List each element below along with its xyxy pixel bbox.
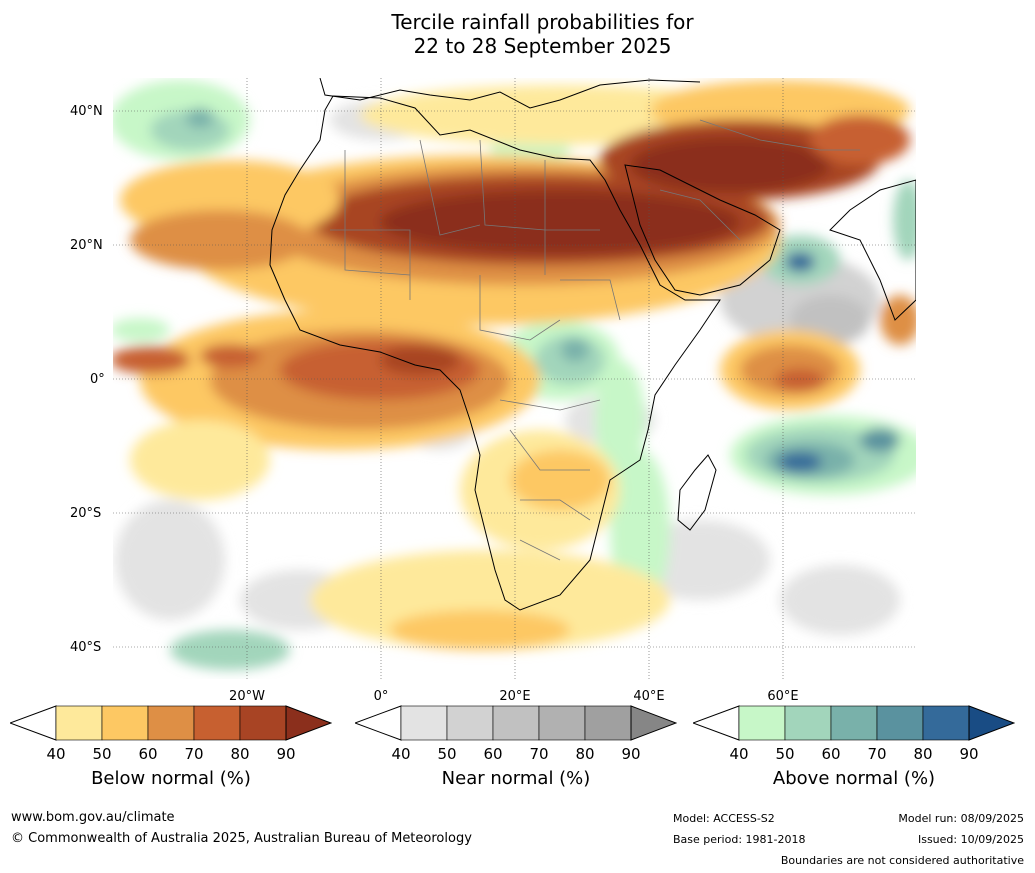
above-extend-low (693, 705, 740, 741)
above-bin-50-60 (784, 705, 832, 741)
near-tick-80: 80 (575, 745, 595, 763)
lon-label-20w: 20°W (229, 689, 265, 704)
model-name: Model: ACCESS-S2 (673, 812, 775, 825)
madagascar-coastline (677, 454, 717, 531)
near-tick-90: 90 (621, 745, 641, 763)
below-bin-60-70 (147, 705, 195, 741)
model-run-date: Model run: 08/09/2025 (898, 812, 1024, 825)
above-normal-label: Above normal (%) (772, 768, 936, 789)
above-tick-90: 90 (959, 745, 979, 763)
below-tick-50: 50 (92, 745, 112, 763)
above-bin-60-70 (830, 705, 878, 741)
colorbar-near-normal (355, 705, 677, 741)
below-normal-label: Below normal (%) (91, 768, 251, 789)
country-borders (330, 119, 860, 561)
lon-label-40e: 40°E (633, 689, 665, 704)
near-bin-50-60 (446, 705, 494, 741)
near-tick-60: 60 (483, 745, 503, 763)
lon-label-0: 0° (373, 689, 389, 704)
below-tick-40: 40 (46, 745, 66, 763)
lon-label-20e: 20°E (499, 689, 531, 704)
below-bin-70-80 (193, 705, 241, 741)
above-extend-high (968, 705, 1015, 741)
near-extend-low (355, 705, 402, 741)
near-tick-70: 70 (529, 745, 549, 763)
title-line-2: 22 to 28 September 2025 (413, 34, 672, 58)
graticule (113, 78, 916, 679)
africa-coastline (269, 95, 721, 611)
below-extend-low (10, 705, 57, 741)
near-normal-label: Near normal (%) (441, 768, 591, 789)
above-tick-70: 70 (867, 745, 887, 763)
boundaries-disclaimer: Boundaries are not considered authoritat… (780, 854, 1024, 867)
near-tick-40: 40 (391, 745, 411, 763)
near-bin-40-50 (400, 705, 448, 741)
above-tick-60: 60 (821, 745, 841, 763)
india-coastline (829, 179, 916, 321)
lat-label-20n: 20°N (70, 238, 103, 253)
near-tick-50: 50 (437, 745, 457, 763)
lon-label-60e: 60°E (767, 689, 799, 704)
lat-label-20s: 20°S (70, 506, 102, 521)
near-bin-60-70 (492, 705, 540, 741)
below-tick-70: 70 (184, 745, 204, 763)
issued-date: Issued: 10/09/2025 (917, 833, 1024, 846)
above-bin-80-90 (922, 705, 970, 741)
base-period: Base period: 1981-2018 (673, 833, 806, 846)
lat-label-0: 0° (90, 372, 105, 387)
near-bin-70-80 (538, 705, 586, 741)
near-bin-80-90 (584, 705, 632, 741)
lat-label-40n: 40°N (70, 104, 103, 119)
title-line-1: Tercile rainfall probabilities for (391, 10, 694, 34)
arabia-coastline (624, 164, 781, 296)
europe-coastline (319, 78, 701, 109)
below-tick-60: 60 (138, 745, 158, 763)
above-tick-80: 80 (913, 745, 933, 763)
below-tick-80: 80 (230, 745, 250, 763)
copyright-notice: © Commonwealth of Australia 2025, Austra… (11, 831, 472, 846)
below-tick-90: 90 (276, 745, 296, 763)
above-bin-40-50 (738, 705, 786, 741)
above-bin-70-80 (876, 705, 924, 741)
below-bin-40-50 (55, 705, 103, 741)
below-bin-80-90 (239, 705, 287, 741)
lat-label-40s: 40°S (70, 640, 102, 655)
above-tick-40: 40 (729, 745, 749, 763)
colorbar-above-normal (693, 705, 1015, 741)
colorbar-below-normal (10, 705, 332, 741)
below-extend-high (285, 705, 332, 741)
near-extend-high (630, 705, 677, 741)
below-bin-50-60 (101, 705, 149, 741)
source-url[interactable]: www.bom.gov.au/climate (11, 810, 175, 825)
above-tick-50: 50 (775, 745, 795, 763)
map-title: Tercile rainfall probabilities for 22 to… (0, 10, 1035, 58)
